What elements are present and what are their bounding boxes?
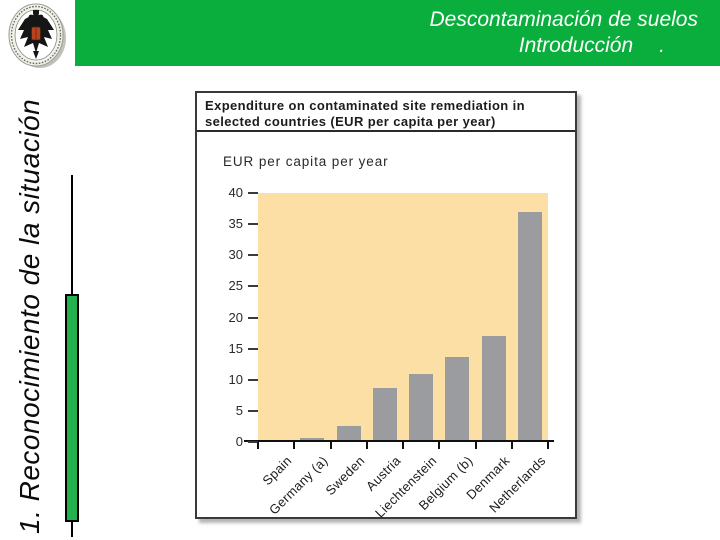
- x-tick-mark: [293, 442, 296, 449]
- y-tick-label: 10: [228, 371, 243, 387]
- y-tick-mark: [248, 285, 258, 288]
- slide-title: Descontaminación de suelos: [429, 8, 699, 31]
- y-tick-label: 15: [228, 340, 243, 356]
- y-tick-mark: [248, 441, 258, 443]
- y-tick-label: 0: [235, 434, 243, 449]
- chart-panel: Expenditure on contaminated site remedia…: [195, 91, 577, 521]
- y-tick-mark: [248, 192, 258, 194]
- y-tick-label: 20: [228, 309, 243, 325]
- x-tick-mark: [510, 442, 513, 449]
- university-seal-icon: [8, 3, 66, 68]
- chart-title-line2: selected countries (EUR per capita per y…: [205, 113, 496, 129]
- subtitle-period: .: [659, 34, 665, 57]
- x-tick-mark: [329, 442, 332, 449]
- y-tick-mark: [248, 409, 258, 412]
- y-tick-label: 25: [228, 278, 243, 294]
- y-tick-label: 30: [228, 247, 243, 263]
- chart-title-line1: Expenditure on contaminated site remedia…: [205, 98, 526, 113]
- y-tick-mark: [248, 254, 258, 257]
- bar-netherlands: [517, 212, 542, 442]
- section-label: 1. Reconocimiento de la situación: [14, 98, 45, 534]
- x-tick-mark: [474, 442, 477, 449]
- plot-area: [258, 193, 548, 442]
- y-tick-mark: [248, 347, 258, 350]
- logo-box: [0, 0, 75, 72]
- y-tick-mark: [248, 223, 258, 226]
- y-tick-mark: [248, 316, 258, 319]
- timeline-progress-bar: [65, 294, 79, 522]
- slide-subtitle: Introducción: [518, 34, 634, 57]
- y-tick-mark: [248, 378, 258, 381]
- bar-austria: [372, 388, 397, 442]
- x-tick-mark: [547, 442, 549, 449]
- bar-liechtenstein: [409, 374, 434, 442]
- bar-belgium-b: [445, 357, 470, 442]
- bar-sweden: [336, 425, 361, 442]
- x-tick-mark: [438, 442, 441, 449]
- bar-denmark: [481, 335, 506, 442]
- title-divider: [197, 130, 575, 132]
- y-tick-label: 35: [228, 216, 243, 232]
- x-tick-mark: [402, 442, 404, 449]
- slide-header: Descontaminación de suelos Introducción.: [75, 0, 720, 66]
- x-category-label: Sweden: [322, 453, 368, 499]
- chart-title: Expenditure on contaminated site remedia…: [205, 98, 569, 129]
- slide-subtitle-line: Introducción.: [75, 33, 698, 59]
- x-tick-mark: [257, 442, 259, 449]
- x-axis-line: [244, 440, 554, 442]
- y-tick-label: 40: [228, 185, 243, 200]
- x-tick-mark: [365, 442, 368, 449]
- y-tick-label: 5: [235, 402, 243, 418]
- y-axis-title: EUR per capita per year: [223, 154, 389, 169]
